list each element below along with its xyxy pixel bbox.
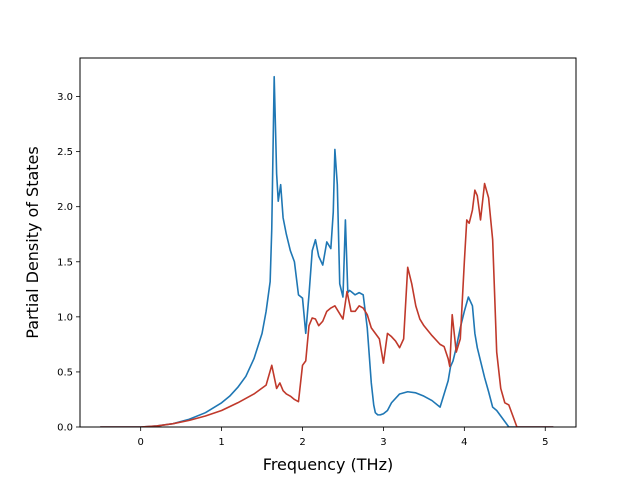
x-tick-label: 1: [218, 437, 224, 448]
y-tick-label: 0.0: [57, 423, 73, 434]
x-axis-label: Frequency (THz): [263, 455, 393, 474]
x-tick-label: 0: [137, 437, 143, 448]
series-line-1: [100, 75, 554, 427]
series-layer: [100, 75, 554, 427]
y-tick-label: 2.5: [57, 147, 73, 158]
y-tick-label: 1.0: [57, 312, 73, 323]
x-tick-label: 3: [380, 437, 386, 448]
x-tick-label: 5: [542, 437, 548, 448]
plot-frame: [79, 57, 577, 428]
y-tick-label: 3.0: [57, 92, 73, 103]
y-tick-label: 1.5: [57, 257, 73, 268]
x-tick-label: 4: [461, 437, 467, 448]
y-axis-label: Partial Density of States: [23, 146, 42, 338]
y-tick-label: 2.0: [57, 202, 73, 213]
y-tick-label: 0.5: [57, 367, 73, 378]
series-line-2: [100, 182, 554, 427]
x-axis: 0 1 2 3 4 5: [137, 427, 548, 448]
y-axis: 0.0 0.5 1.0 1.5 2.0 2.5 3.0: [57, 92, 80, 434]
x-tick-label: 2: [299, 437, 305, 448]
